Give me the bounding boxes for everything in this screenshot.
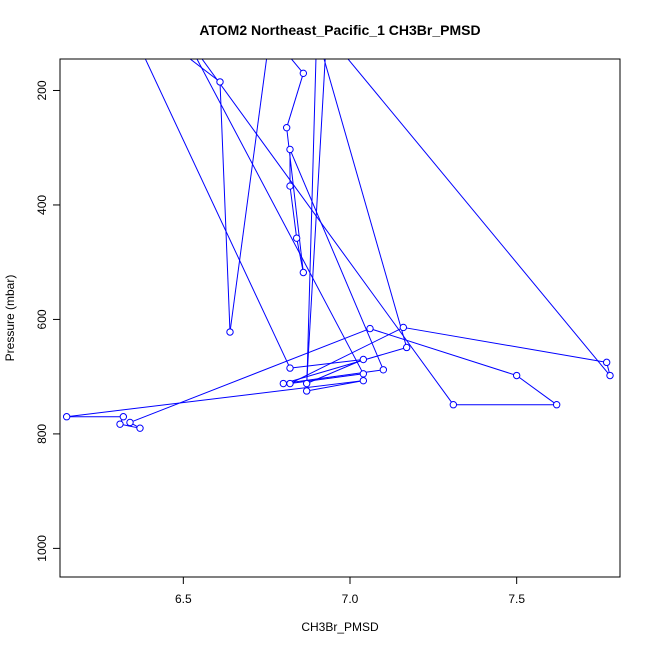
y-tick-label: 600 [35,309,49,329]
x-tick-label: 7.0 [342,592,359,606]
y-tick-label: 1000 [35,535,49,562]
data-point [602,358,611,367]
series-line-segment [323,59,408,348]
series-line-segment [229,59,268,333]
data-point [359,370,368,378]
data-point [606,371,614,380]
data-point [226,328,234,336]
data-point [286,364,294,372]
data-point [359,355,368,364]
data-point [399,323,408,332]
x-tick-label: 7.5 [508,592,525,606]
y-tick-label: 800 [35,424,49,444]
data-point [299,268,308,277]
data-point [286,145,294,154]
data-point [62,413,71,421]
chart-title: ATOM2 Northeast_Pacific_1 CH3Br_PMSD [199,22,480,38]
y-axis: 200 400 600 800 1000 [35,80,61,562]
data-point [302,387,311,395]
series-line-segment [347,59,611,376]
series-line-segment [306,59,317,391]
data-point [359,376,368,385]
series-line-segment [296,238,304,273]
series-line-segment [283,346,407,385]
series-line-segment [369,328,517,376]
x-tick-label: 6.5 [175,592,192,606]
x-axis: 6.5 7.0 7.5 [175,576,525,606]
series-line-segment [201,59,454,406]
data-point [552,401,561,409]
series-line-segment [283,369,384,385]
series-lines [66,59,611,429]
data-point [379,366,388,374]
data-point [449,401,458,409]
data-point [299,69,308,78]
data-point [286,379,294,388]
series-line-segment [306,380,364,392]
series-line-segment [403,326,607,363]
data-point [216,78,224,86]
data-point [286,182,294,190]
series-line-segment [289,149,384,370]
series-line-segment [144,59,291,369]
x-axis-label: CH3Br_PMSD [301,620,379,634]
series-points [62,69,614,432]
plot-area [62,59,614,432]
series-line-segment [129,328,371,423]
data-point [279,379,288,388]
data-point [292,234,301,242]
data-point [366,324,374,333]
series-line-segment [306,359,364,384]
data-point [136,424,144,432]
series-line-segment [189,59,221,83]
data-point [119,413,128,421]
series-line-segment [286,73,304,128]
data-point [512,371,521,380]
data-point [116,420,124,428]
series-line-segment [290,59,304,74]
series-line-segment [66,380,364,418]
y-tick-label: 200 [35,80,49,100]
series-line-segment [219,81,231,333]
data-point [282,123,291,132]
data-point [126,418,134,427]
series-line-segment [306,59,326,384]
series-line-segment [289,186,298,239]
y-tick-label: 400 [35,195,49,215]
series-line-segment [289,373,364,385]
series-line-segment [196,59,364,375]
series-line-segment [516,375,557,406]
series-line-segment [289,326,404,384]
y-axis-label: Pressure (mbar) [3,275,17,362]
data-point [302,379,311,388]
data-point [402,343,411,352]
series-line-segment [289,359,364,369]
